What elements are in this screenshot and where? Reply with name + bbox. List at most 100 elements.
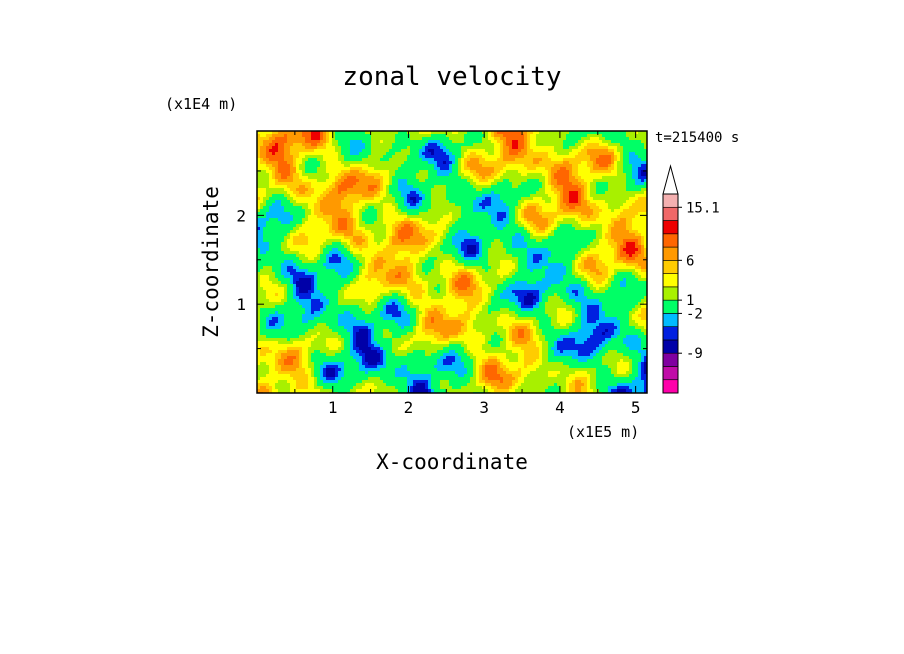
heatmap-cell xyxy=(335,182,339,186)
heatmap-cell xyxy=(449,197,453,201)
heatmap-cell xyxy=(593,239,597,243)
heatmap-cell xyxy=(437,218,441,222)
heatmap-cell xyxy=(425,176,429,180)
heatmap-cell xyxy=(632,149,636,153)
heatmap-cell xyxy=(278,221,282,225)
heatmap-cell xyxy=(473,191,477,195)
heatmap-cell xyxy=(329,152,333,156)
heatmap-cell xyxy=(398,191,402,195)
heatmap-cell xyxy=(350,161,354,165)
heatmap-cell xyxy=(407,245,411,249)
heatmap-cell xyxy=(602,176,606,180)
heatmap-cell xyxy=(404,197,408,201)
heatmap-cell xyxy=(377,224,381,228)
heatmap-cell xyxy=(545,203,549,207)
heatmap-cell xyxy=(332,200,336,204)
heatmap-cell xyxy=(410,143,414,147)
heatmap-cell xyxy=(299,215,303,219)
heatmap-cell xyxy=(419,227,423,231)
heatmap-cell xyxy=(410,182,414,186)
heatmap-cell xyxy=(482,206,486,210)
heatmap-cell xyxy=(260,146,264,150)
heatmap-cell xyxy=(323,224,327,228)
heatmap-cell xyxy=(557,161,561,165)
heatmap-cell xyxy=(632,230,636,234)
heatmap-cell xyxy=(311,161,315,165)
heatmap-cell xyxy=(404,206,408,210)
heatmap-cell xyxy=(302,170,306,174)
heatmap-cell xyxy=(296,203,300,207)
heatmap-cell xyxy=(545,200,549,204)
heatmap-cell xyxy=(275,152,279,156)
heatmap-cell xyxy=(629,215,633,219)
heatmap-cell xyxy=(485,233,489,237)
heatmap-cell xyxy=(554,212,558,216)
heatmap-cell xyxy=(374,140,378,144)
heatmap-cell xyxy=(371,137,375,141)
heatmap-cell xyxy=(482,188,486,192)
heatmap-cell xyxy=(407,194,411,198)
heatmap-cell xyxy=(551,176,555,180)
heatmap-cell xyxy=(371,149,375,153)
heatmap-cell xyxy=(434,185,438,189)
heatmap-cell xyxy=(584,194,588,198)
heatmap-cell xyxy=(326,179,330,183)
heatmap-cell xyxy=(608,143,612,147)
heatmap-cell xyxy=(443,227,447,231)
heatmap-cell xyxy=(431,209,435,213)
heatmap-cell xyxy=(359,242,363,246)
heatmap-cell xyxy=(326,191,330,195)
heatmap-cell xyxy=(392,182,396,186)
heatmap-cell xyxy=(278,209,282,213)
heatmap-cell xyxy=(614,206,618,210)
heatmap-cell xyxy=(635,230,639,234)
heatmap-cell xyxy=(587,218,591,222)
heatmap-cell xyxy=(500,206,504,210)
heatmap-cell xyxy=(371,134,375,138)
heatmap-cell xyxy=(569,221,573,225)
heatmap-cell xyxy=(623,176,627,180)
heatmap-cell xyxy=(329,230,333,234)
heatmap-cell xyxy=(479,230,483,234)
heatmap-cell xyxy=(506,194,510,198)
heatmap-cell xyxy=(284,200,288,204)
heatmap-cell xyxy=(380,191,384,195)
heatmap-cell xyxy=(344,161,348,165)
heatmap-cell xyxy=(644,230,647,234)
heatmap-cell xyxy=(338,212,342,216)
heatmap-cell xyxy=(455,200,459,204)
heatmap-cell xyxy=(593,194,597,198)
heatmap-cell xyxy=(557,176,561,180)
heatmap-cell xyxy=(623,167,627,171)
heatmap-cell xyxy=(566,242,570,246)
heatmap-cell xyxy=(338,206,342,210)
heatmap-cell xyxy=(443,233,447,237)
heatmap-cell xyxy=(284,245,288,249)
heatmap-cell xyxy=(443,212,447,216)
heatmap-cell xyxy=(479,137,483,141)
heatmap-cell xyxy=(596,149,600,153)
heatmap-cell xyxy=(350,134,354,138)
heatmap-cell xyxy=(437,134,441,138)
heatmap-cell xyxy=(539,185,543,189)
heatmap-cell xyxy=(563,230,567,234)
heatmap-cell xyxy=(329,215,333,219)
heatmap-cell xyxy=(608,224,612,228)
heatmap-cell xyxy=(392,212,396,216)
heatmap-cell xyxy=(536,161,540,165)
heatmap-cell xyxy=(575,236,579,240)
heatmap-cell xyxy=(554,215,558,219)
heatmap-cell xyxy=(542,215,546,219)
heatmap-cell xyxy=(419,140,423,144)
heatmap-cell xyxy=(374,167,378,171)
heatmap-cell xyxy=(404,215,408,219)
heatmap-cell xyxy=(548,215,552,219)
heatmap-cell xyxy=(302,164,306,168)
heatmap-cell xyxy=(428,230,432,234)
heatmap-cell xyxy=(311,134,315,138)
heatmap-cell xyxy=(482,194,486,198)
heatmap-cell xyxy=(638,212,642,216)
heatmap-cell xyxy=(482,200,486,204)
heatmap-cell xyxy=(344,170,348,174)
heatmap-cell xyxy=(632,221,636,225)
